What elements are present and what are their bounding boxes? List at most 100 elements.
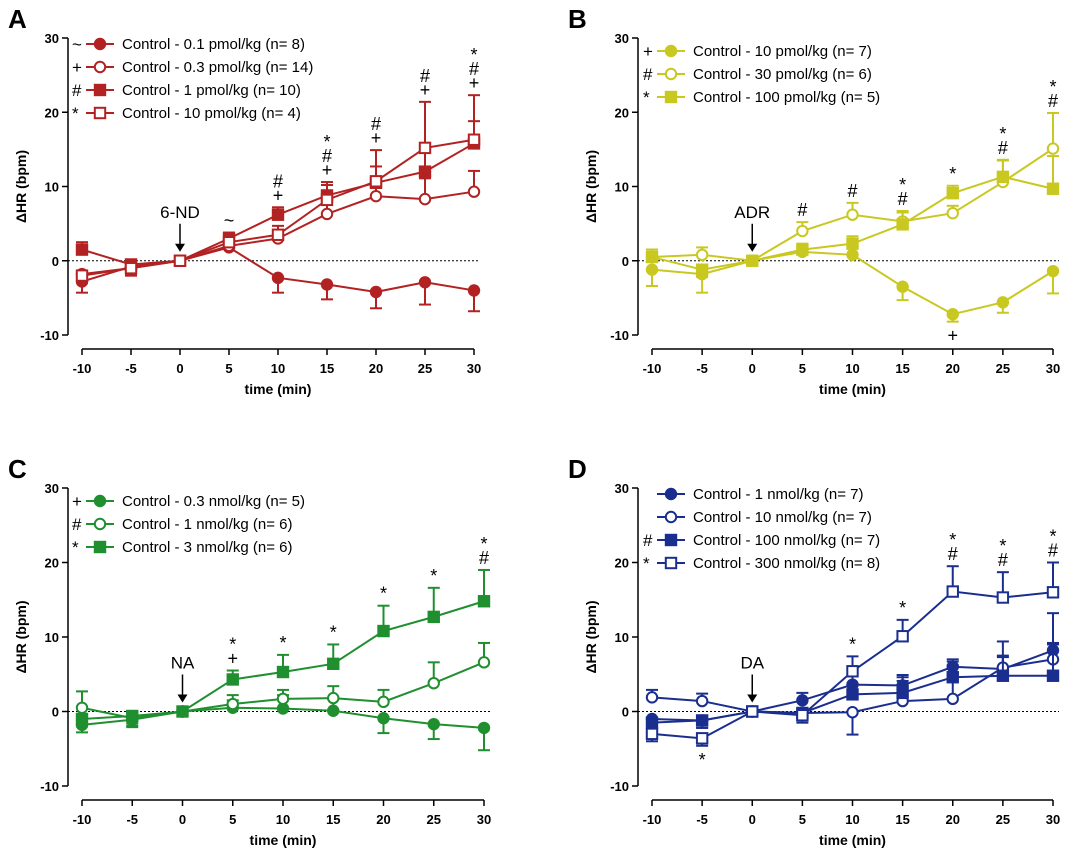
- data-point: [695, 694, 709, 708]
- data-point: [377, 695, 390, 709]
- legend-marker: [93, 37, 107, 51]
- legend-marker: [664, 44, 678, 58]
- x-tick-label: 10: [276, 812, 290, 827]
- y-tick-label: -10: [40, 779, 59, 794]
- data-point: [467, 284, 481, 297]
- panel-label: A: [8, 4, 27, 34]
- data-point: [276, 692, 290, 706]
- data-point: [75, 269, 89, 282]
- data-point: [467, 185, 481, 198]
- x-tick-label: 10: [845, 361, 859, 376]
- data-point: [276, 665, 290, 679]
- y-axis-title: ΔHR (bpm): [583, 150, 599, 223]
- arrow-label: DA: [740, 654, 764, 673]
- series-line: [651, 250, 1054, 316]
- data-point: [418, 276, 432, 289]
- legend-symbol: *: [643, 554, 650, 573]
- x-tick-label: 25: [996, 812, 1010, 827]
- data-point: [271, 208, 285, 221]
- legend-label: Control - 100 pmol/kg (n= 5): [693, 89, 880, 106]
- data-point: [126, 709, 139, 723]
- legend-symbol: *: [643, 88, 650, 107]
- data-point: [846, 688, 859, 701]
- data-point: [695, 732, 709, 745]
- y-tick-label: -10: [610, 779, 629, 794]
- x-tick-label: 0: [749, 812, 756, 827]
- legend-label: Control - 0.3 nmol/kg (n= 5): [122, 493, 305, 510]
- y-tick-label: 0: [622, 705, 629, 720]
- legend-marker: [664, 90, 678, 104]
- legend-marker: [664, 67, 678, 81]
- data-point: [846, 706, 859, 719]
- x-axis-title: time (min): [245, 381, 312, 397]
- x-tick-label: 30: [1046, 361, 1060, 376]
- legend-symbol: #: [72, 515, 82, 534]
- legend: + Control - 10 pmol/kg (n= 7) # Control - 3…: [643, 42, 880, 107]
- data-point: [320, 207, 334, 221]
- data-point: [173, 254, 187, 267]
- x-tick-label: 20: [369, 361, 383, 376]
- y-tick-label: 10: [615, 180, 629, 195]
- y-axis-title: ΔHR (bpm): [583, 600, 599, 673]
- x-axis-title: time (min): [819, 832, 886, 848]
- x-tick-label: 0: [749, 361, 756, 376]
- legend-marker: [93, 106, 107, 120]
- y-tick-label: 20: [45, 556, 59, 571]
- series: [645, 155, 1060, 279]
- legend-symbol: +: [72, 492, 82, 511]
- x-tick-label: 5: [799, 361, 806, 376]
- significance-mark: *: [279, 633, 286, 653]
- legend-symbol: *: [72, 538, 79, 557]
- data-point: [75, 701, 89, 714]
- data-point: [222, 235, 236, 249]
- data-point: [320, 278, 334, 291]
- data-point: [1046, 182, 1060, 195]
- arrow-head: [747, 243, 758, 252]
- y-tick-label: 30: [45, 481, 59, 496]
- panel-label: C: [8, 454, 27, 484]
- data-point: [327, 704, 340, 717]
- significance-mark: #: [420, 66, 430, 86]
- panel-c: C 30 20 10 0 -10 -10 -5 0 5 10 15 20 25 30 time (min) ΔH…: [8, 454, 491, 848]
- legend-label: Control - 300 nmol/kg (n= 8): [693, 555, 880, 572]
- data-point: [467, 133, 481, 146]
- x-tick-label: -5: [125, 361, 137, 376]
- panel-d: D 30 20 10 0 -10 -10 -5 0 5 10 15 20 25 30 time (min) ΔH…: [568, 454, 1060, 848]
- data-point: [896, 218, 909, 231]
- data-point: [176, 705, 189, 718]
- data-point: [377, 712, 390, 725]
- y-axis-title: ΔHR (bpm): [13, 150, 29, 223]
- y-tick-label: 10: [45, 180, 59, 195]
- x-tick-label: 10: [845, 812, 859, 827]
- data-point: [645, 727, 659, 741]
- x-tick-label: -10: [643, 361, 662, 376]
- data-point: [996, 296, 1010, 309]
- x-tick-label: 25: [418, 361, 432, 376]
- arrow-head: [747, 694, 758, 703]
- legend-symbol: +: [643, 42, 653, 61]
- y-tick-label: 10: [615, 630, 629, 645]
- data-point: [418, 165, 432, 178]
- data-point: [75, 243, 89, 256]
- significance-mark: #: [1048, 541, 1058, 561]
- y-tick-label: 20: [45, 105, 59, 120]
- significance-mark: *: [480, 534, 487, 554]
- data-point: [695, 714, 709, 727]
- x-tick-label: 0: [179, 812, 186, 827]
- data-point: [645, 716, 659, 729]
- y-tick-label: -10: [40, 328, 59, 343]
- legend-symbol: *: [72, 104, 79, 123]
- x-tick-label: 20: [376, 812, 390, 827]
- y-tick-label: 0: [52, 254, 59, 269]
- data-point: [996, 669, 1010, 682]
- data-point: [369, 175, 383, 188]
- significance-mark: #: [998, 550, 1008, 570]
- significance-mark: +: [947, 326, 958, 346]
- legend-label: Control - 10 pmol/kg (n= 4): [122, 105, 301, 122]
- data-point: [320, 193, 334, 207]
- x-tick-label: -5: [696, 361, 708, 376]
- legend-marker: [664, 556, 678, 570]
- significance-mark: #: [948, 544, 958, 564]
- data-point: [796, 709, 809, 722]
- legend-label: Control - 10 nmol/kg (n= 7): [693, 509, 872, 526]
